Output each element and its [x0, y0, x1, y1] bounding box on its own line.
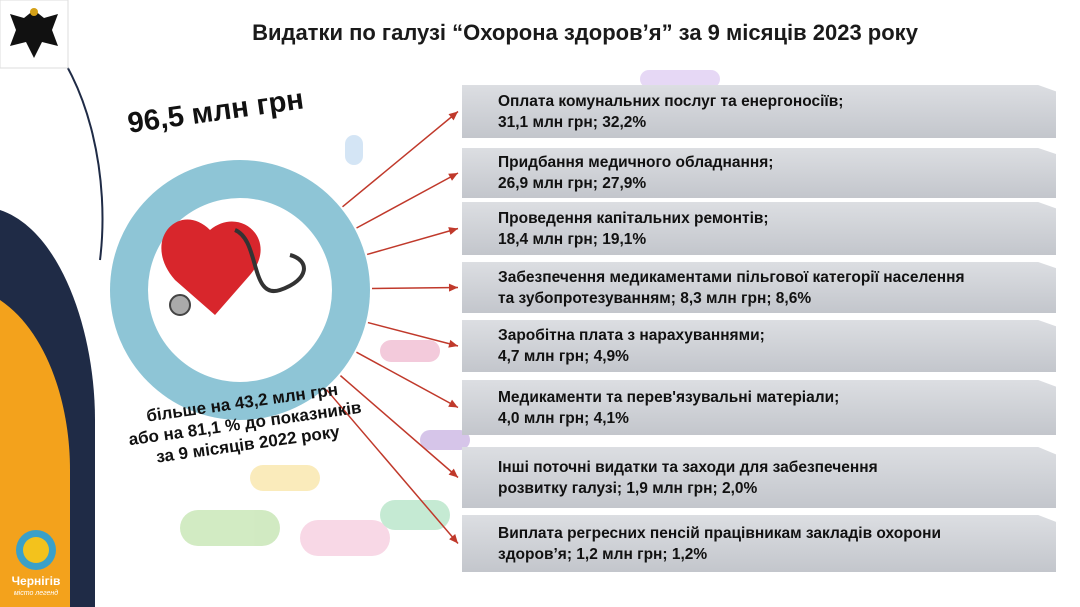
- item-line: 26,9 млн грн; 27,9%: [498, 175, 647, 192]
- pill: [380, 500, 450, 530]
- item-box: Медикаменти та перев'язувальні матеріали…: [462, 380, 1056, 435]
- item-line: Придбання медичного обладнання;: [498, 154, 774, 171]
- city-logo-inner: [23, 537, 49, 563]
- pill: [180, 510, 280, 546]
- item-box: Забезпечення медикаментами пільгової кат…: [462, 262, 1056, 313]
- item-box: Проведення капітальних ремонтів; 18,4 млн…: [462, 202, 1056, 255]
- arrow-head: [448, 227, 458, 235]
- item-line: Медикаменти та перев'язувальні матеріали…: [498, 388, 840, 406]
- item-line: розвитку галузі; 1,9 млн грн; 2,0%: [498, 479, 758, 497]
- arrow-head: [449, 534, 458, 544]
- arrow-head: [448, 111, 458, 121]
- item-line: Оплата комунальних послуг та енергоносії…: [498, 92, 844, 110]
- item-line: Виплата регресних пенсій працівникам зак…: [498, 524, 942, 542]
- arrow-head: [448, 283, 458, 292]
- arrow: [356, 351, 459, 409]
- item-line: Інші поточні видатки та заходи для забез…: [498, 458, 878, 476]
- item-line: 4,0 млн грн; 4,1%: [498, 409, 629, 427]
- item-box: Виплата регресних пенсій працівникам зак…: [462, 515, 1056, 572]
- arrow: [366, 227, 459, 256]
- item-line: 31,1 млн грн; 32,2%: [498, 113, 647, 131]
- coat-of-arms: [10, 10, 58, 58]
- pill: [640, 70, 720, 88]
- logo-name: Чернігів: [11, 574, 61, 588]
- item-line: Заробітна плата з нарахуваннями;: [498, 327, 765, 344]
- item-line: 4,7 млн грн; 4,9%: [498, 348, 629, 365]
- item-box: Оплата комунальних послуг та енергоносії…: [462, 85, 1056, 138]
- item-line: здоров’я; 1,2 млн грн; 1,2%: [498, 545, 708, 563]
- arrow: [371, 286, 459, 290]
- arrow-head: [448, 339, 458, 348]
- title: Видатки по галузі “Охорона здоров’я” за …: [252, 20, 918, 45]
- arrow-head: [448, 468, 458, 478]
- arrow: [339, 375, 459, 479]
- pill: [250, 465, 320, 491]
- item-box: Заробітна плата з нарахуваннями; 4,7 млн …: [462, 320, 1056, 372]
- item-line: Проведення капітальних ремонтів;: [498, 209, 769, 227]
- item-box: Придбання медичного обладнання; 26,9 млн …: [462, 148, 1056, 198]
- heart: [161, 219, 261, 315]
- pill: [345, 135, 363, 165]
- item-box: Інші поточні видатки та заходи для забез…: [462, 447, 1056, 508]
- item-line: 18,4 млн грн; 19,1%: [498, 230, 647, 248]
- item-line: та зубопротезуванням; 8,3 млн грн; 8,6%: [498, 289, 812, 307]
- orange-band: [0, 300, 70, 607]
- arrow: [342, 110, 459, 208]
- pill: [420, 430, 470, 450]
- logo-motto: місто легенд: [13, 590, 59, 597]
- pill: [380, 340, 440, 362]
- arrow-head: [448, 173, 458, 181]
- arrow: [356, 172, 459, 229]
- arrow: [367, 321, 459, 347]
- crown: [30, 8, 38, 16]
- pill: [300, 520, 390, 556]
- arrows: [325, 110, 459, 544]
- item-line: Забезпечення медикаментами пільгової кат…: [498, 268, 965, 286]
- stethoscope: [233, 228, 306, 294]
- arrow-head: [448, 399, 458, 408]
- arrow: [325, 389, 459, 544]
- pills: [180, 70, 720, 556]
- stethoscope-head: [169, 294, 191, 316]
